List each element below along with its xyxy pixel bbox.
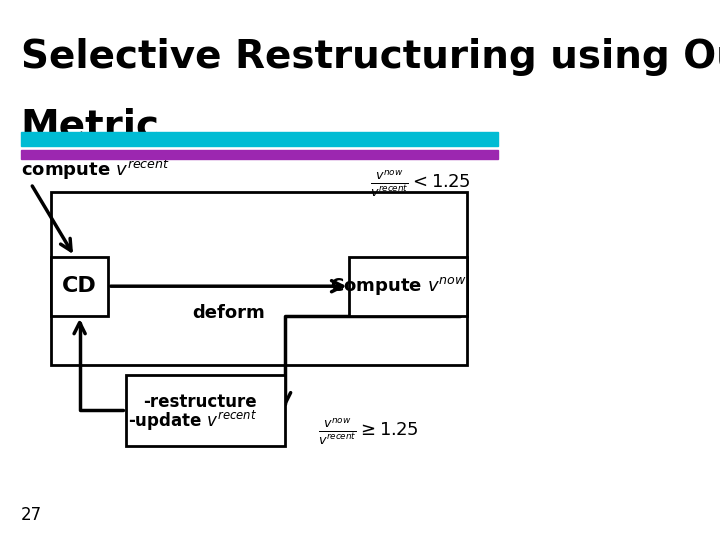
Bar [21, 150, 498, 159]
Text: -restructure: -restructure [143, 393, 257, 411]
Text: Metric: Metric [21, 108, 160, 146]
Text: -update $v^{recent}$: -update $v^{recent}$ [128, 409, 257, 433]
Text: Compute $v^{now}$: Compute $v^{now}$ [330, 275, 467, 297]
FancyBboxPatch shape [349, 256, 467, 316]
Text: CD: CD [62, 276, 97, 296]
Text: Selective Restructuring using Our: Selective Restructuring using Our [21, 38, 720, 76]
FancyBboxPatch shape [51, 256, 108, 316]
FancyBboxPatch shape [126, 375, 285, 445]
Text: deform: deform [192, 304, 265, 322]
Text: 27: 27 [21, 506, 42, 524]
Text: $\frac{v^{now}}{v^{recent}} \geq 1.25$: $\frac{v^{now}}{v^{recent}} \geq 1.25$ [318, 416, 419, 448]
Text: compute $v^{recent}$: compute $v^{recent}$ [21, 158, 169, 182]
Bar [21, 132, 498, 146]
Text: $\frac{v^{now}}{v^{recent}} < 1.25$: $\frac{v^{now}}{v^{recent}} < 1.25$ [370, 168, 470, 199]
